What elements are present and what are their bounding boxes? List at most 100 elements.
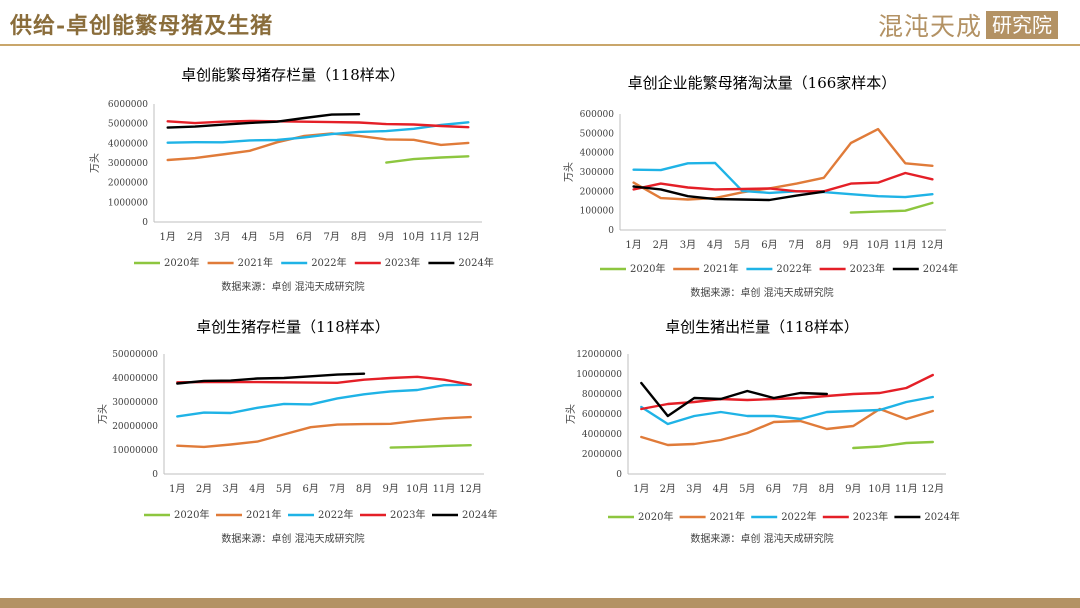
series-line-2023年 xyxy=(166,119,470,129)
y-tick-label: 6000000 xyxy=(108,100,148,110)
x-tick-label: 10月 xyxy=(868,483,891,495)
legend-label: 2024年 xyxy=(458,256,493,269)
x-tick-label: 3月 xyxy=(680,239,696,251)
x-tick-label: 11月 xyxy=(430,231,453,243)
legend-label: 2023年 xyxy=(390,508,425,521)
y-tick-label: 10000000 xyxy=(576,370,622,380)
y-tick-label: 5000000 xyxy=(108,120,148,130)
x-tick-label: 1月 xyxy=(633,483,649,495)
x-tick-label: 12月 xyxy=(921,239,944,251)
chart-source: 数据来源：卓创 混沌天成研究院 xyxy=(690,532,833,545)
y-tick-label: 10000000 xyxy=(112,446,158,456)
y-axis-label: 万头 xyxy=(563,162,575,182)
x-tick-label: 11月 xyxy=(895,483,918,495)
series-line-2020年 xyxy=(385,155,470,164)
legend-label: 2021年 xyxy=(703,262,738,275)
x-tick-label: 5月 xyxy=(269,231,285,243)
x-tick-label: 4月 xyxy=(707,239,723,251)
y-tick-label: 40000000 xyxy=(112,374,158,384)
series-line-2024年 xyxy=(176,372,366,385)
legend-label: 2020年 xyxy=(164,256,199,269)
x-tick-label: 7月 xyxy=(329,483,345,495)
legend-label: 2021年 xyxy=(710,510,745,523)
x-tick-label: 2月 xyxy=(653,239,669,251)
legend-label: 2022年 xyxy=(318,508,353,521)
x-tick-label: 6月 xyxy=(761,239,777,251)
x-tick-label: 5月 xyxy=(734,239,750,251)
series-line-2020年 xyxy=(849,201,934,214)
series-line-2024年 xyxy=(632,185,825,202)
chart-hog-inventory: 卓创生猪存栏量（118样本） 0 10000000 20000000 30000000 4… xyxy=(88,316,498,552)
y-tick-label: 20000000 xyxy=(112,422,158,432)
y-tick-label: 0 xyxy=(608,226,614,236)
x-tick-label: 12月 xyxy=(921,483,944,495)
chart-title: 卓创能繁母猪存栏量（118样本） xyxy=(181,66,405,84)
legend-label: 2024年 xyxy=(462,508,497,521)
series-line-2022年 xyxy=(640,395,934,426)
x-tick-label: 12月 xyxy=(459,483,482,495)
chart-hog-slaughter: 卓创生猪出栏量（118样本） 0 2000000 4000000 6000000 8000… xyxy=(562,316,962,552)
y-tick-label: 300000 xyxy=(580,168,615,178)
legend-label: 2020年 xyxy=(630,262,665,275)
legend-label: 2023年 xyxy=(385,256,420,269)
x-tick-label: 8月 xyxy=(351,231,367,243)
y-tick-label: 2000000 xyxy=(582,450,622,460)
x-tick-label: 9月 xyxy=(382,483,398,495)
x-tick-label: 5月 xyxy=(739,483,755,495)
y-tick-label: 2000000 xyxy=(108,179,148,189)
series-line-2022年 xyxy=(632,161,934,199)
series-line-2024年 xyxy=(640,381,828,418)
series-line-2023年 xyxy=(176,375,472,386)
series-line-2023年 xyxy=(632,171,934,193)
y-tick-label: 0 xyxy=(152,470,158,480)
chart-source: 数据来源：卓创 混沌天成研究院 xyxy=(221,280,364,293)
logo-text: 混沌天成 xyxy=(877,12,982,41)
x-tick-label: 2月 xyxy=(187,231,203,243)
y-tick-label: 4000000 xyxy=(582,430,622,440)
chart-source: 数据来源：卓创 混沌天成研究院 xyxy=(221,532,364,545)
legend-label: 2023年 xyxy=(853,510,888,523)
chart-sow-culling: 卓创企业能繁母猪淘汰量（166家样本） 0 100000 200000 300000 40… xyxy=(562,70,962,306)
chart-svg: 卓创企业能繁母猪淘汰量（166家样本） 0 100000 200000 300000 40… xyxy=(563,74,958,299)
y-tick-label: 1000000 xyxy=(108,198,148,208)
legend-label: 2021年 xyxy=(238,256,273,269)
x-tick-label: 3月 xyxy=(222,483,238,495)
x-tick-label: 7月 xyxy=(792,483,808,495)
y-tick-label: 3000000 xyxy=(108,159,148,169)
x-tick-label: 2月 xyxy=(196,483,212,495)
x-tick-label: 8月 xyxy=(816,239,832,251)
legend-label: 2022年 xyxy=(776,262,811,275)
y-axis-label: 万头 xyxy=(97,404,109,424)
x-tick-label: 7月 xyxy=(788,239,804,251)
series-line-2021年 xyxy=(176,415,472,449)
y-tick-label: 500000 xyxy=(580,129,615,139)
x-tick-label: 8月 xyxy=(356,483,372,495)
y-axis-label: 万头 xyxy=(565,404,577,424)
footer-bar xyxy=(0,598,1080,608)
brand-logo: 混沌天成 研究院 xyxy=(877,10,1058,41)
series-line-2024年 xyxy=(166,113,361,129)
x-tick-label: 10月 xyxy=(867,239,890,251)
series-line-2022年 xyxy=(176,383,472,418)
legend-label: 2021年 xyxy=(246,508,281,521)
y-tick-label: 0 xyxy=(616,470,622,480)
y-tick-label: 6000000 xyxy=(582,410,622,420)
x-tick-label: 1月 xyxy=(625,239,641,251)
page-header: 供给-卓创能繁母猪及生猪 混沌天成 研究院 xyxy=(0,0,1080,48)
chart-sow-inventory: 卓创能繁母猪存栏量（118样本） 0 1000000 2000000 3000000 40… xyxy=(88,62,498,302)
y-tick-label: 600000 xyxy=(580,110,615,120)
x-tick-label: 4月 xyxy=(713,483,729,495)
x-tick-label: 3月 xyxy=(686,483,702,495)
y-tick-label: 200000 xyxy=(580,187,615,197)
x-tick-label: 11月 xyxy=(894,239,917,251)
y-tick-label: 4000000 xyxy=(108,139,148,149)
legend-label: 2020年 xyxy=(174,508,209,521)
legend-label: 2020年 xyxy=(638,510,673,523)
y-tick-label: 400000 xyxy=(580,149,615,159)
x-tick-label: 10月 xyxy=(406,483,429,495)
x-tick-label: 6月 xyxy=(302,483,318,495)
y-tick-label: 0 xyxy=(142,218,148,228)
chart-title: 卓创生猪出栏量（118样本） xyxy=(665,318,859,336)
y-tick-label: 100000 xyxy=(580,207,615,217)
x-tick-label: 4月 xyxy=(249,483,265,495)
